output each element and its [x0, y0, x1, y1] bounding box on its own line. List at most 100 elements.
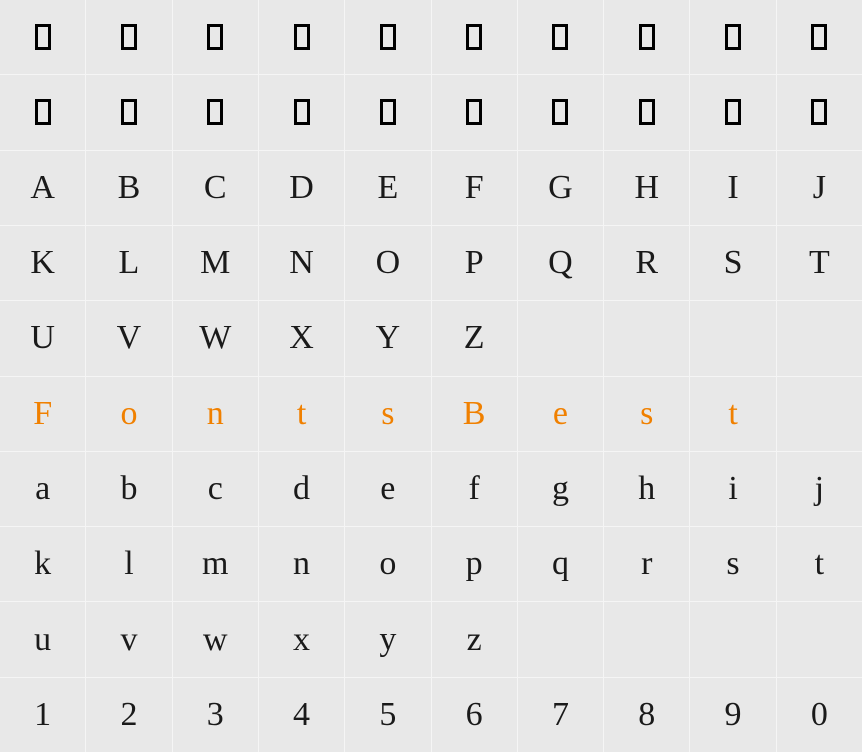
glyph-char: 0 [811, 698, 828, 732]
notdef-box-icon [725, 24, 741, 50]
glyph-cell: n [259, 527, 344, 601]
glyph-char: T [809, 246, 830, 280]
notdef-box-icon [552, 24, 568, 50]
glyph-char: p [466, 547, 483, 581]
glyph-cell: E [345, 151, 430, 225]
notdef-glyph [432, 0, 517, 74]
notdef-glyph [432, 75, 517, 149]
glyph-cell: a [0, 452, 85, 526]
glyph-cell: V [86, 301, 171, 375]
glyph-cell: O [345, 226, 430, 300]
empty-cell [518, 602, 603, 676]
glyph-cell: 1 [0, 678, 85, 752]
glyph-cell: p [432, 527, 517, 601]
glyph-char: d [293, 472, 310, 506]
glyph-char: k [34, 547, 51, 581]
notdef-glyph [86, 75, 171, 149]
glyph-cell: Q [518, 226, 603, 300]
glyph-cell: U [0, 301, 85, 375]
glyph-char: m [202, 547, 228, 581]
glyph-cell: M [173, 226, 258, 300]
glyph-char: 5 [379, 698, 396, 732]
glyph-char: u [34, 623, 51, 657]
glyph-char: j [815, 472, 824, 506]
notdef-glyph [604, 75, 689, 149]
notdef-glyph [518, 75, 603, 149]
glyph-cell: H [604, 151, 689, 225]
glyph-cell: k [0, 527, 85, 601]
empty-cell [777, 377, 862, 451]
notdef-glyph [518, 0, 603, 74]
glyph-cell: T [777, 226, 862, 300]
glyph-cell: 9 [690, 678, 775, 752]
notdef-box-icon [466, 24, 482, 50]
glyph-char: c [208, 472, 223, 506]
glyph-cell: y [345, 602, 430, 676]
glyph-char: t [815, 547, 824, 581]
glyph-cell: P [432, 226, 517, 300]
glyph-char: U [30, 321, 55, 355]
glyph-cell: j [777, 452, 862, 526]
empty-cell [777, 301, 862, 375]
glyph-char: I [727, 171, 738, 205]
notdef-box-icon [294, 24, 310, 50]
notdef-glyph [777, 0, 862, 74]
glyph-cell: h [604, 452, 689, 526]
glyph-cell: c [173, 452, 258, 526]
notdef-glyph [259, 75, 344, 149]
glyph-char: 9 [725, 698, 742, 732]
glyph-char: 4 [293, 698, 310, 732]
glyph-char: y [379, 623, 396, 657]
glyph-cell: G [518, 151, 603, 225]
glyph-char: E [377, 171, 398, 205]
empty-cell [777, 602, 862, 676]
empty-cell [690, 301, 775, 375]
glyph-char: b [120, 472, 137, 506]
glyph-char: q [552, 547, 569, 581]
glyph-cell: s [345, 377, 430, 451]
glyph-char: D [289, 171, 314, 205]
notdef-box-icon [207, 99, 223, 125]
glyph-cell: W [173, 301, 258, 375]
glyph-char: W [199, 321, 231, 355]
glyph-cell: N [259, 226, 344, 300]
glyph-char: n [293, 547, 310, 581]
glyph-cell: b [86, 452, 171, 526]
glyph-char: t [297, 397, 306, 431]
glyph-cell: u [0, 602, 85, 676]
glyph-char: s [726, 547, 739, 581]
glyph-char: 2 [120, 698, 137, 732]
glyph-cell: 3 [173, 678, 258, 752]
notdef-box-icon [725, 99, 741, 125]
glyph-cell: x [259, 602, 344, 676]
glyph-cell: t [259, 377, 344, 451]
glyph-cell: n [173, 377, 258, 451]
glyph-char: r [641, 547, 652, 581]
glyph-char: g [552, 472, 569, 506]
glyph-cell: d [259, 452, 344, 526]
notdef-box-icon [639, 99, 655, 125]
glyph-cell: X [259, 301, 344, 375]
notdef-box-icon [552, 99, 568, 125]
notdef-box-icon [380, 99, 396, 125]
glyph-char: 7 [552, 698, 569, 732]
notdef-glyph [173, 75, 258, 149]
notdef-glyph [0, 75, 85, 149]
glyph-cell: z [432, 602, 517, 676]
glyph-char: O [376, 246, 401, 280]
glyph-cell: K [0, 226, 85, 300]
glyph-char: B [118, 171, 141, 205]
notdef-box-icon [121, 24, 137, 50]
glyph-cell: e [345, 452, 430, 526]
notdef-box-icon [466, 99, 482, 125]
glyph-char: A [30, 171, 55, 205]
glyph-char: e [380, 472, 395, 506]
empty-cell [690, 602, 775, 676]
glyph-cell: 4 [259, 678, 344, 752]
glyph-cell: l [86, 527, 171, 601]
glyph-char: J [813, 171, 826, 205]
empty-cell [604, 301, 689, 375]
glyph-char: e [553, 397, 568, 431]
notdef-glyph [173, 0, 258, 74]
notdef-glyph [259, 0, 344, 74]
